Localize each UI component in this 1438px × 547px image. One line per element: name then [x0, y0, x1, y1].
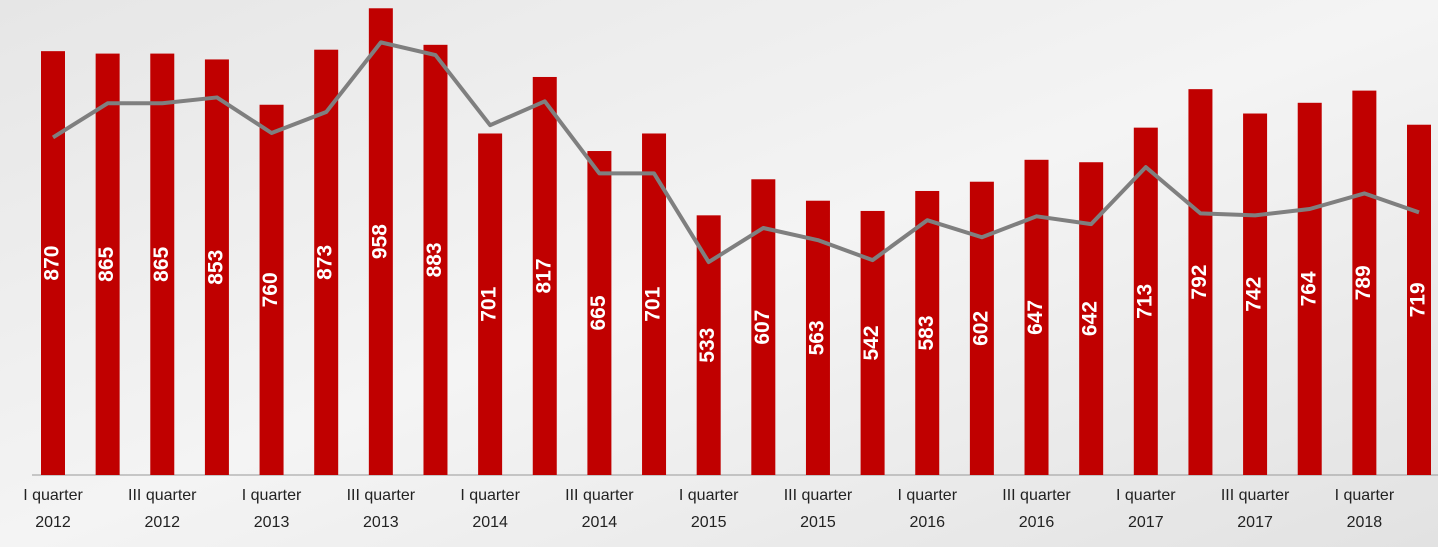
value-label: 760 — [259, 272, 282, 307]
value-label: 873 — [314, 245, 337, 280]
x-tick-label: 2013 — [254, 514, 290, 531]
x-tick-label: I quarter — [897, 487, 957, 504]
x-tick-label: III quarter — [347, 487, 416, 504]
x-tick-label: 2014 — [472, 514, 508, 531]
x-tick-label: 2016 — [909, 514, 945, 531]
value-label: 853 — [204, 250, 227, 285]
x-tick-label: III quarter — [1221, 487, 1290, 504]
value-label: 647 — [1024, 300, 1047, 335]
x-tick-label: III quarter — [1002, 487, 1071, 504]
x-tick-label: I quarter — [679, 487, 739, 504]
value-label: 789 — [1352, 265, 1375, 300]
value-label: 701 — [478, 286, 501, 321]
x-tick-label: 2012 — [144, 514, 180, 531]
x-tick-label: III quarter — [565, 487, 634, 504]
value-label: 602 — [969, 311, 992, 346]
x-tick-label: 2016 — [1019, 514, 1055, 531]
x-tick-label: III quarter — [128, 487, 197, 504]
value-label: 533 — [696, 328, 719, 363]
value-label: 665 — [587, 295, 610, 330]
x-tick-label: 2012 — [35, 514, 71, 531]
value-label: 764 — [1297, 271, 1320, 306]
value-label: 563 — [806, 320, 829, 355]
x-tick-label: 2018 — [1347, 514, 1383, 531]
value-label: 870 — [41, 246, 64, 281]
value-label: 792 — [1188, 265, 1211, 300]
x-tick-label: 2014 — [582, 514, 618, 531]
x-tick-label: 2015 — [691, 514, 727, 531]
value-label: 542 — [860, 325, 883, 360]
x-tick-label: I quarter — [460, 487, 520, 504]
x-tick-label: 2015 — [800, 514, 836, 531]
value-label: 865 — [95, 246, 118, 281]
value-label: 719 — [1407, 282, 1430, 317]
x-tick-label: I quarter — [242, 487, 302, 504]
value-label: 583 — [915, 315, 938, 350]
x-tick-label: 2017 — [1128, 514, 1164, 531]
value-label: 958 — [368, 224, 391, 259]
value-label: 713 — [1133, 284, 1156, 319]
value-label: 817 — [532, 258, 555, 293]
x-tick-label: 2017 — [1237, 514, 1273, 531]
x-tick-label: I quarter — [1335, 487, 1395, 504]
chart: I quarter 2012 III quarter 2012 I quarter 201… — [0, 0, 1438, 547]
x-tick-label: I quarter — [1116, 487, 1176, 504]
value-label: 742 — [1243, 277, 1266, 312]
x-tick-label: III quarter — [784, 487, 853, 504]
value-label: 865 — [150, 246, 173, 281]
value-label: 642 — [1079, 301, 1102, 336]
x-tick-label: 2013 — [363, 514, 399, 531]
value-label: 701 — [642, 286, 665, 321]
value-label: 607 — [751, 310, 774, 345]
x-tick-label: I quarter — [23, 487, 83, 504]
value-label: 883 — [423, 242, 446, 277]
